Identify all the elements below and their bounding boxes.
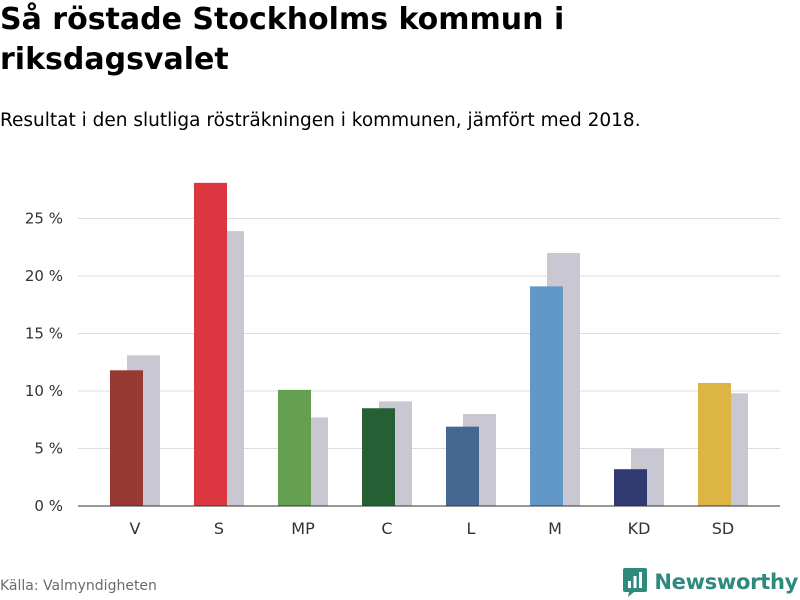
x-tick-label: S	[214, 519, 224, 538]
brand-logo: Newsworthy	[622, 567, 798, 597]
bar-2022	[530, 286, 563, 506]
y-tick-label: 20 %	[25, 267, 63, 285]
bar-2022	[194, 182, 227, 506]
bar-2022	[278, 389, 311, 506]
y-tick-label: 10 %	[25, 382, 63, 400]
bar-2022	[110, 370, 143, 506]
label-layer: 0 % 5 % 10 % 15 % 20 % 25 % V S MP C L M KD SD	[25, 210, 734, 539]
x-tick-label: SD	[712, 519, 734, 538]
bar-chart-logo-icon	[623, 568, 648, 597]
x-tick-label: M	[548, 519, 562, 538]
chart-title: Så röstade Stockholms kommun i riksdagsv…	[0, 2, 565, 77]
bar-2022	[698, 382, 731, 506]
x-tick-label: L	[467, 519, 476, 538]
x-tick-label: KD	[628, 519, 651, 538]
y-tick-label: 0 %	[34, 497, 63, 515]
x-tick-label: V	[130, 519, 141, 538]
brand-name: Newsworthy	[654, 570, 798, 594]
bar-chart: 0 % 5 % 10 % 15 % 20 % 25 % V S MP C L M KD SD	[25, 182, 780, 539]
chart-subtitle: Resultat i den slutliga rösträkningen i …	[0, 110, 641, 131]
y-tick-label: 5 %	[34, 440, 63, 458]
y-tick-label: 25 %	[25, 210, 63, 228]
bar-2022	[446, 426, 479, 506]
bar-2022	[362, 408, 395, 506]
bar-2022	[614, 469, 647, 506]
x-tick-label: MP	[291, 519, 315, 538]
grid-layer	[78, 218, 780, 449]
bar-layer	[110, 182, 748, 506]
y-tick-label: 15 %	[25, 325, 63, 343]
source-note: Källa: Valmyndigheten	[0, 578, 157, 594]
x-tick-label: C	[381, 519, 392, 538]
